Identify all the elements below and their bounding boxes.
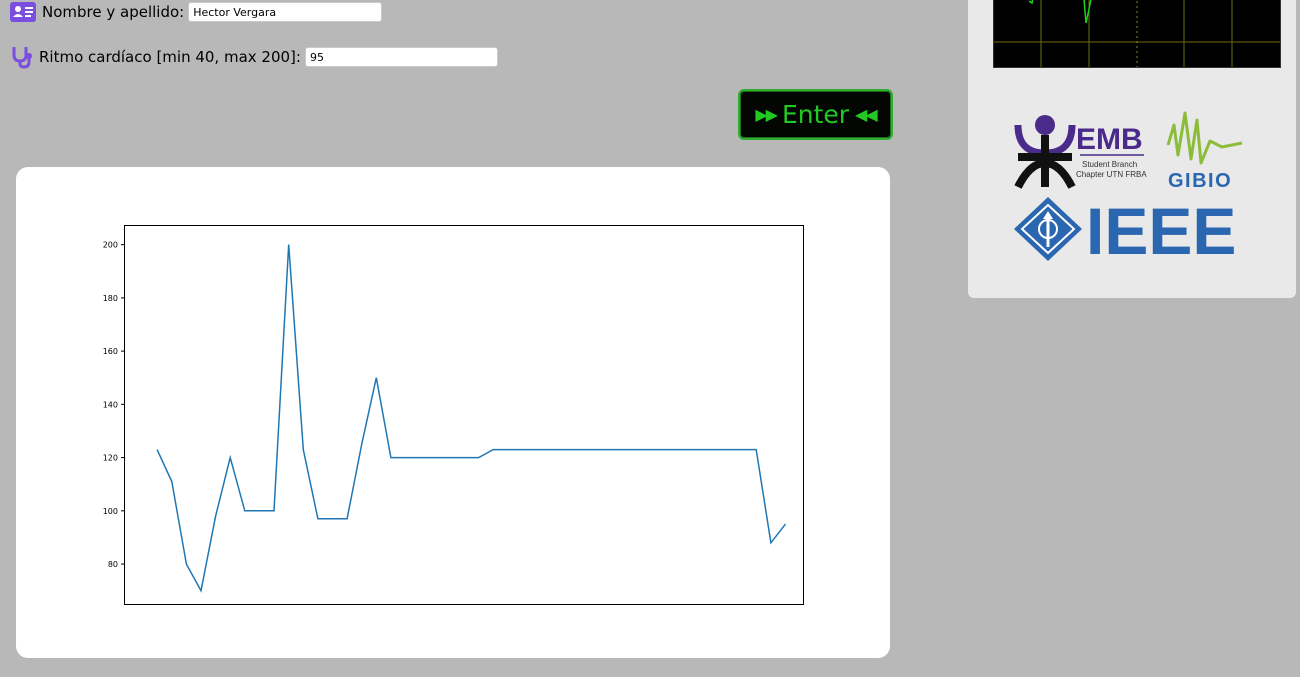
y-tick-label: 140 (103, 400, 118, 409)
left-arrows-icon: ◀◀ (855, 105, 878, 124)
y-tick-label: 200 (103, 241, 118, 250)
ieee-title: IEEE (1086, 194, 1236, 268)
gibio-logo-icon (1166, 111, 1243, 165)
y-axis: 80 100 120 140 160 180 200 (103, 241, 125, 569)
sponsor-logos: EMB Student Branch Chapter UTN FRBA GIBI… (1010, 105, 1250, 275)
right-arrows-icon: ▶▶ (755, 105, 778, 124)
ieee-diamond-icon (1014, 197, 1082, 261)
y-tick-label: 160 (103, 347, 118, 356)
heart-rate-input[interactable] (304, 47, 498, 67)
emb-title: EMB (1076, 123, 1143, 156)
enter-button[interactable]: ▶▶ Enter ◀◀ (738, 89, 893, 140)
emb-subtitle-2: Chapter UTN FRBA (1076, 170, 1147, 179)
utn-logo-icon (1014, 115, 1076, 189)
y-tick-label: 180 (103, 294, 118, 303)
id-card-icon (10, 2, 36, 22)
gibio-title: GIBIO (1168, 170, 1232, 192)
stethoscope-icon (10, 45, 34, 69)
enter-button-label: Enter (781, 100, 850, 129)
plot-frame (124, 225, 804, 605)
heart-rate-label: Ritmo cardíaco [min 40, max 200]: (39, 48, 301, 66)
y-tick-label: 120 (103, 454, 118, 463)
y-tick-label: 80 (108, 560, 118, 569)
name-row: Nombre y apellido: (10, 2, 383, 22)
name-input[interactable] (188, 2, 383, 22)
name-label: Nombre y apellido: (42, 3, 185, 21)
ecg-monitor (993, 0, 1281, 68)
chart-card: 80 100 120 140 160 180 200 (16, 167, 890, 658)
heart-rate-chart: 80 100 120 140 160 180 200 (103, 225, 804, 605)
heart-rate-line (156, 244, 787, 593)
y-tick-label: 100 (103, 507, 118, 516)
heart-rate-row: Ritmo cardíaco [min 40, max 200]: (10, 45, 498, 69)
emb-subtitle-1: Student Branch (1082, 160, 1137, 169)
